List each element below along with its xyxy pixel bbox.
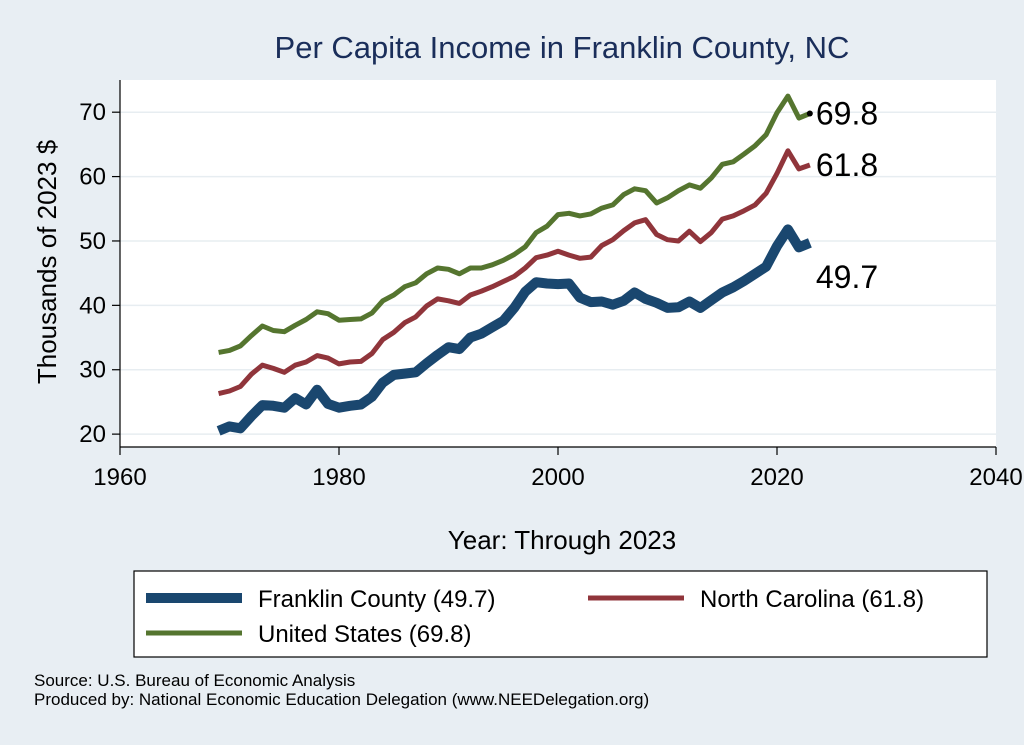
y-tick-label: 20 xyxy=(79,421,106,448)
y-axis-label: Thousands of 2023 $ xyxy=(32,139,62,384)
y-tick-label: 70 xyxy=(79,99,106,126)
axes: 20 30 40 50 60 70 1960 1980 2000 2020 2040 xyxy=(79,80,1023,491)
series-line-north-carolina xyxy=(218,148,811,397)
x-tick-label: 2020 xyxy=(750,464,803,491)
series-line-franklin-county xyxy=(216,224,812,436)
plot-area xyxy=(120,80,996,447)
legend: Franklin County (49.7) North Carolina (61… xyxy=(133,570,988,658)
y-tick-label: 60 xyxy=(79,164,106,191)
x-tick-label: 2000 xyxy=(531,464,584,491)
legend-label-north-carolina: North Carolina (61.8) xyxy=(700,586,924,613)
source-note: Source: U.S. Bureau of Economic Analysis xyxy=(34,671,356,690)
x-tick-label: 1960 xyxy=(93,464,146,491)
y-tick-label: 50 xyxy=(79,228,106,255)
y-tick-label: 30 xyxy=(79,357,106,384)
legend-label-united-states: United States (69.8) xyxy=(258,621,471,648)
gridlines xyxy=(120,111,996,435)
producer-note: Produced by: National Economic Education… xyxy=(34,690,650,709)
end-marker xyxy=(806,110,813,117)
series-group xyxy=(216,93,812,436)
end-labels: 49.7 61.8 69.8 xyxy=(806,95,878,295)
legend-label-franklin-county: Franklin County (49.7) xyxy=(258,586,495,613)
x-tick-label: 2040 xyxy=(969,464,1022,491)
series-line-united-states xyxy=(218,93,811,355)
end-label-united-states: 69.8 xyxy=(816,95,878,131)
x-tick-label: 1980 xyxy=(312,464,365,491)
x-axis-label: Year: Through 2023 xyxy=(448,525,676,555)
legend-box xyxy=(133,570,988,658)
footer: Source: U.S. Bureau of Economic Analysis… xyxy=(34,671,649,709)
y-tick-label: 40 xyxy=(79,292,106,319)
end-label-north-carolina: 61.8 xyxy=(816,147,878,183)
chart-title: Per Capita Income in Franklin County, NC xyxy=(275,30,850,65)
end-label-franklin-county: 49.7 xyxy=(816,259,878,295)
